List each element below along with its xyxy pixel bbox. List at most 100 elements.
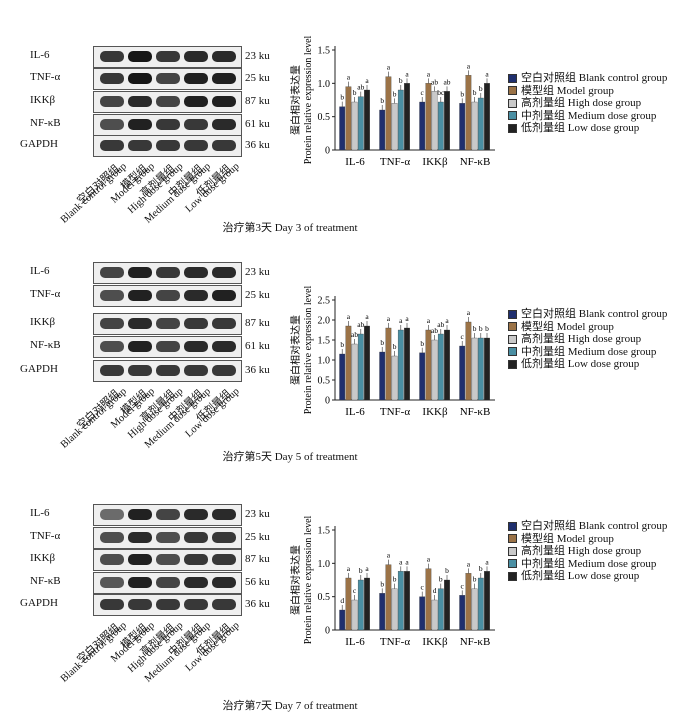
- significance-letter: b: [340, 93, 344, 102]
- y-tick-label: 2.0: [318, 316, 331, 327]
- blot-band: [128, 532, 152, 543]
- blot-band: [184, 73, 208, 84]
- y-tick-label: 1.0: [318, 79, 331, 90]
- significance-letter: b: [473, 88, 477, 97]
- blot-image: [93, 135, 242, 157]
- legend-swatch: [508, 111, 517, 121]
- blot-band: [212, 532, 236, 543]
- significance-letter: a: [387, 551, 391, 560]
- legend-item: 模型组 Model group: [508, 321, 667, 334]
- y-tick-label: 0.5: [318, 376, 331, 387]
- x-category-label: IKKβ: [422, 156, 448, 168]
- y-axis-label-en: Protein relative expression level: [303, 515, 314, 644]
- blot-band: [212, 119, 236, 130]
- significance-letter: b: [399, 76, 403, 85]
- legend-label: 空白对照组 Blank control group: [521, 308, 668, 320]
- molecular-weight-label: 56 ku: [245, 576, 270, 588]
- significance-letter: c: [421, 88, 425, 97]
- bar: [477, 577, 484, 631]
- blot-band: [184, 341, 208, 352]
- significance-letter: a: [467, 559, 471, 568]
- molecular-weight-label: 25 ku: [245, 289, 270, 301]
- significance-letter: b: [460, 89, 464, 98]
- y-tick-label: 1.5: [318, 46, 331, 57]
- panel-day7: IL-6 23 ku TNF-α 25 ku IKKβ 87 ku NF-κB 56 ku GA…: [0, 480, 700, 712]
- blot-band: [128, 267, 152, 278]
- bar: [425, 83, 432, 151]
- bar: [419, 596, 426, 631]
- blot-row-label: IL-6: [30, 49, 50, 61]
- bar: [437, 588, 444, 631]
- legend-label: 模型组 Model group: [521, 320, 614, 333]
- blot-band: [212, 51, 236, 62]
- significance-letter: b: [380, 579, 384, 588]
- blot-image: [93, 91, 242, 113]
- significance-letter: c: [421, 583, 425, 592]
- blot-band: [212, 509, 236, 520]
- significance-letter: b: [485, 324, 489, 333]
- significance-letter: ab: [357, 320, 364, 329]
- blot-band: [184, 577, 208, 588]
- bar: [484, 571, 490, 631]
- bar: [404, 571, 410, 631]
- blot-image: [93, 594, 242, 616]
- blot-band: [100, 119, 124, 130]
- molecular-weight-label: 61 ku: [245, 340, 270, 352]
- panel-day5: IL-6 23 ku TNF-α 25 ku IKKβ 87 ku NF-κB 61 ku GA…: [0, 240, 700, 470]
- legend-swatch: [508, 347, 517, 357]
- molecular-weight-label: 23 ku: [245, 508, 270, 520]
- legend-swatch: [508, 309, 517, 319]
- blot-image: [93, 262, 242, 284]
- significance-letter: a: [365, 312, 369, 321]
- legend-swatch: [508, 521, 517, 531]
- blot-image: [93, 572, 242, 594]
- significance-letter: a: [405, 314, 409, 323]
- x-category-label: IKKβ: [422, 406, 448, 418]
- bar: [459, 595, 466, 631]
- y-tick-label: 0.5: [318, 112, 331, 123]
- significance-letter: c: [461, 581, 465, 590]
- bar: [391, 355, 398, 401]
- blot-band: [184, 318, 208, 329]
- legend-item: 低剂量组 Low dose group: [508, 122, 667, 135]
- significance-letter: b: [393, 89, 397, 98]
- blot-band: [100, 140, 124, 151]
- blot-band: [128, 577, 152, 588]
- bar: [465, 75, 472, 151]
- chart-legend: 空白对照组 Blank control group 模型组 Model group…: [508, 72, 667, 135]
- blot-band: [184, 599, 208, 610]
- blot-band: [100, 554, 124, 565]
- blot-band: [184, 267, 208, 278]
- significance-letter: d: [340, 596, 344, 605]
- bar: [484, 337, 490, 401]
- molecular-weight-label: 36 ku: [245, 364, 270, 376]
- y-axis-label-cn: 蛋白相对表达量: [289, 315, 302, 385]
- blot-band: [100, 577, 124, 588]
- blot-row-label: GAPDH: [20, 138, 58, 150]
- blot-band: [128, 365, 152, 376]
- y-axis-label-cn: 蛋白相对表达量: [289, 65, 302, 135]
- legend-swatch: [508, 546, 517, 556]
- blot-band: [156, 532, 180, 543]
- blot-band: [128, 599, 152, 610]
- blot-band: [100, 96, 124, 107]
- blot-band: [128, 96, 152, 107]
- x-category-label: IL-6: [345, 406, 365, 418]
- blot-row-label: TNF-α: [30, 288, 61, 300]
- blot-band: [212, 318, 236, 329]
- significance-letter: ab: [431, 77, 438, 86]
- legend-label: 高剂量组 High dose group: [521, 97, 642, 109]
- bar: [444, 329, 450, 401]
- blot-image: [93, 527, 242, 549]
- bar: [484, 83, 490, 151]
- x-category-label: IL-6: [345, 156, 365, 168]
- blot-band: [156, 51, 180, 62]
- blot-row-label: TNF-α: [30, 530, 61, 542]
- significance-letter: a: [405, 557, 409, 566]
- significance-letter: a: [365, 564, 369, 573]
- significance-letter: b: [340, 340, 344, 349]
- bar: [385, 76, 392, 151]
- bar: [345, 86, 352, 151]
- significance-letter: a: [399, 316, 403, 325]
- molecular-weight-label: 25 ku: [245, 72, 270, 84]
